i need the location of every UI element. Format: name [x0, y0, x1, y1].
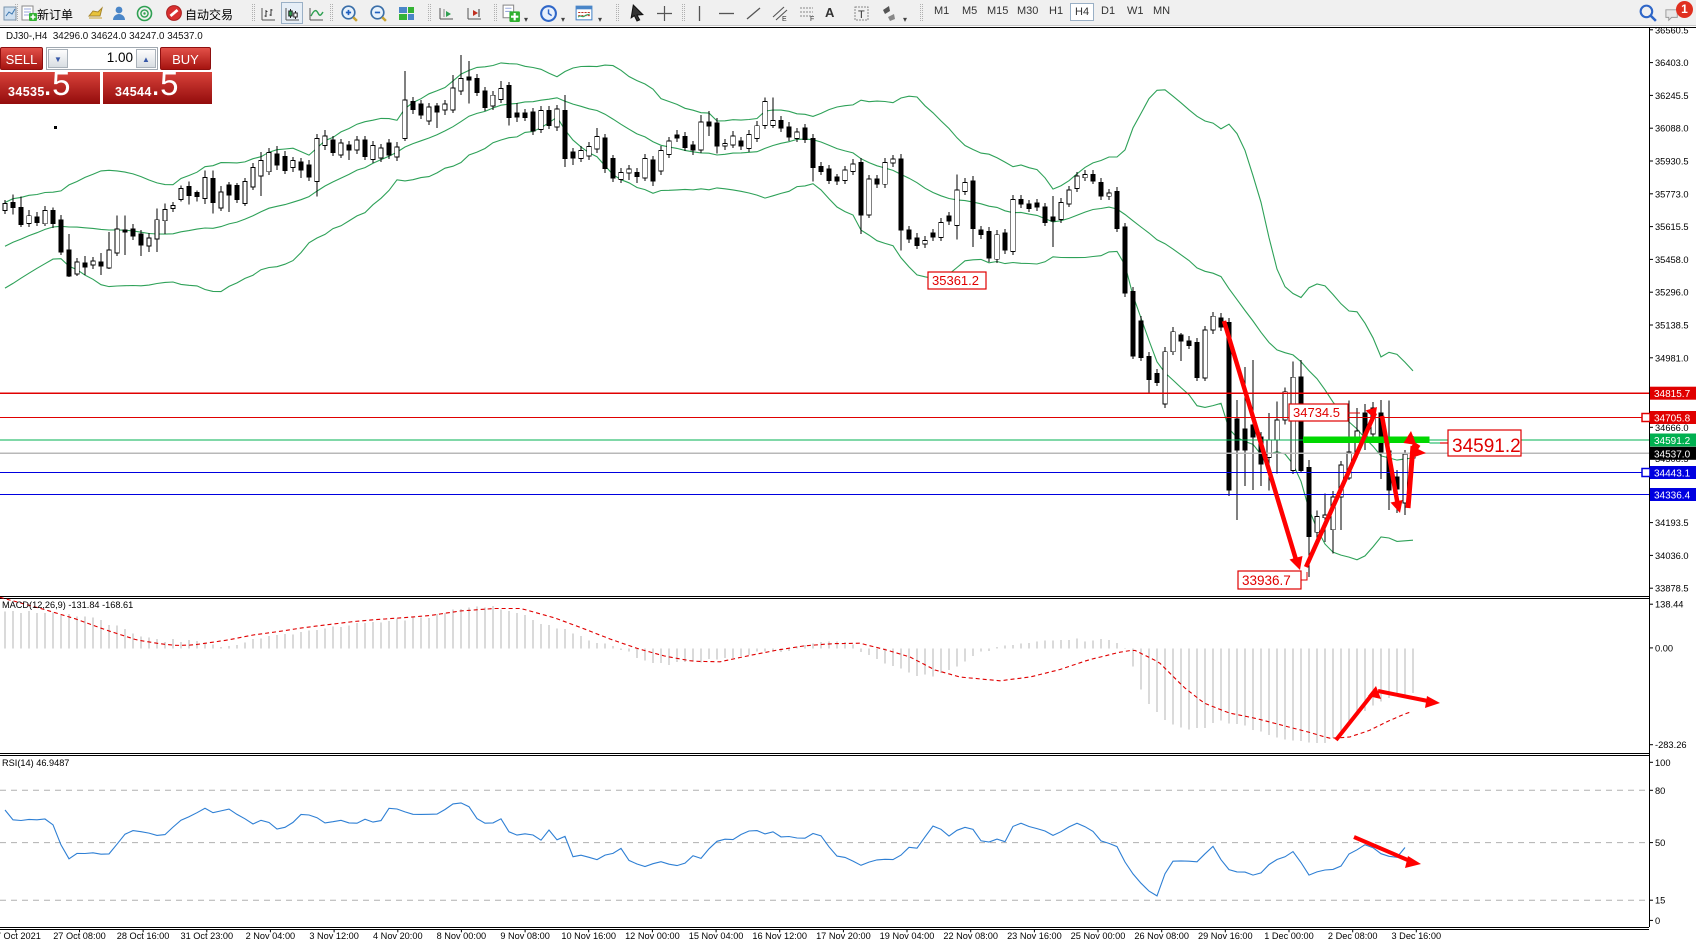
- svg-text:34734.5: 34734.5: [1293, 405, 1340, 420]
- svg-text:28 Oct 16:00: 28 Oct 16:00: [117, 931, 170, 941]
- svg-text:MACD(12,26,9) -131.84 -168.61: MACD(12,26,9) -131.84 -168.61: [2, 600, 133, 610]
- svg-text:36245.5: 36245.5: [1655, 91, 1689, 101]
- svg-text:-283.26: -283.26: [1655, 740, 1687, 750]
- svg-text:25 Nov 00:00: 25 Nov 00:00: [1071, 931, 1126, 941]
- svg-text:17 Nov 20:00: 17 Nov 20:00: [816, 931, 871, 941]
- svg-text:DJ30-,H4 34296.0 34624.0 3424: DJ30-,H4 34296.0 34624.0 34247.0 34537.0: [6, 31, 203, 42]
- svg-text:33936.7: 33936.7: [1242, 573, 1291, 588]
- svg-text:34705.8: 34705.8: [1654, 414, 1691, 425]
- svg-text:34981.0: 34981.0: [1655, 353, 1689, 363]
- svg-text:36088.0: 36088.0: [1655, 124, 1689, 134]
- svg-text:35930.5: 35930.5: [1655, 157, 1689, 167]
- svg-text:27 Oct 08:00: 27 Oct 08:00: [53, 931, 106, 941]
- svg-text:34336.4: 34336.4: [1654, 491, 1691, 502]
- svg-text:22 Nov 08:00: 22 Nov 08:00: [943, 931, 998, 941]
- svg-text:35361.2: 35361.2: [932, 273, 979, 288]
- svg-text:15: 15: [1655, 896, 1665, 906]
- svg-text:10 Nov 16:00: 10 Nov 16:00: [561, 931, 616, 941]
- svg-text:36403.0: 36403.0: [1655, 58, 1689, 68]
- svg-text:0.00: 0.00: [1655, 643, 1673, 653]
- svg-text:34815.7: 34815.7: [1654, 389, 1691, 400]
- svg-text:34591.2: 34591.2: [1654, 436, 1691, 447]
- svg-text:34537.0: 34537.0: [1654, 449, 1691, 460]
- svg-text:34591.2: 34591.2: [1452, 436, 1521, 457]
- svg-text:33878.5: 33878.5: [1655, 584, 1689, 594]
- svg-text:27 Oct 2021: 27 Oct 2021: [0, 931, 41, 941]
- svg-text:35615.5: 35615.5: [1655, 222, 1689, 232]
- svg-text:29 Nov 16:00: 29 Nov 16:00: [1198, 931, 1253, 941]
- svg-text:80: 80: [1655, 786, 1665, 796]
- svg-text:16 Nov 12:00: 16 Nov 12:00: [752, 931, 807, 941]
- svg-text:3 Dec 16:00: 3 Dec 16:00: [1392, 931, 1442, 941]
- svg-text:26 Nov 08:00: 26 Nov 08:00: [1134, 931, 1189, 941]
- svg-text:34443.1: 34443.1: [1654, 469, 1691, 480]
- svg-text:2 Dec 08:00: 2 Dec 08:00: [1328, 931, 1378, 941]
- svg-text:RSI(14) 46.9487: RSI(14) 46.9487: [2, 758, 69, 768]
- svg-text:4 Nov 20:00: 4 Nov 20:00: [373, 931, 423, 941]
- svg-text:1 Dec 00:00: 1 Dec 00:00: [1264, 931, 1314, 941]
- svg-text:T: T: [858, 9, 865, 21]
- svg-text:35296.0: 35296.0: [1655, 288, 1689, 298]
- svg-text:35458.0: 35458.0: [1655, 255, 1689, 265]
- svg-text:E: E: [782, 16, 787, 23]
- svg-text:35773.0: 35773.0: [1655, 189, 1689, 199]
- svg-text:2 Nov 04:00: 2 Nov 04:00: [246, 931, 296, 941]
- svg-text:F: F: [810, 16, 814, 23]
- svg-text:138.44: 138.44: [1655, 600, 1683, 610]
- svg-text:35138.5: 35138.5: [1655, 321, 1689, 331]
- svg-text:9 Nov 08:00: 9 Nov 08:00: [500, 931, 550, 941]
- svg-text:50: 50: [1655, 838, 1665, 848]
- svg-text:100: 100: [1655, 758, 1671, 768]
- svg-text:8 Nov 00:00: 8 Nov 00:00: [437, 931, 487, 941]
- svg-text:34193.5: 34193.5: [1655, 518, 1689, 528]
- svg-text:0: 0: [1655, 916, 1660, 926]
- svg-text:31 Oct 23:00: 31 Oct 23:00: [180, 931, 233, 941]
- svg-text:23 Nov 16:00: 23 Nov 16:00: [1007, 931, 1062, 941]
- svg-text:12 Nov 00:00: 12 Nov 00:00: [625, 931, 680, 941]
- svg-text:19 Nov 04:00: 19 Nov 04:00: [880, 931, 935, 941]
- svg-text:34666.0: 34666.0: [1655, 423, 1689, 433]
- svg-text:3 Nov 12:00: 3 Nov 12:00: [309, 931, 359, 941]
- svg-text:36560.5: 36560.5: [1655, 25, 1689, 35]
- svg-text:15 Nov 04:00: 15 Nov 04:00: [689, 931, 744, 941]
- svg-text:34036.0: 34036.0: [1655, 551, 1689, 561]
